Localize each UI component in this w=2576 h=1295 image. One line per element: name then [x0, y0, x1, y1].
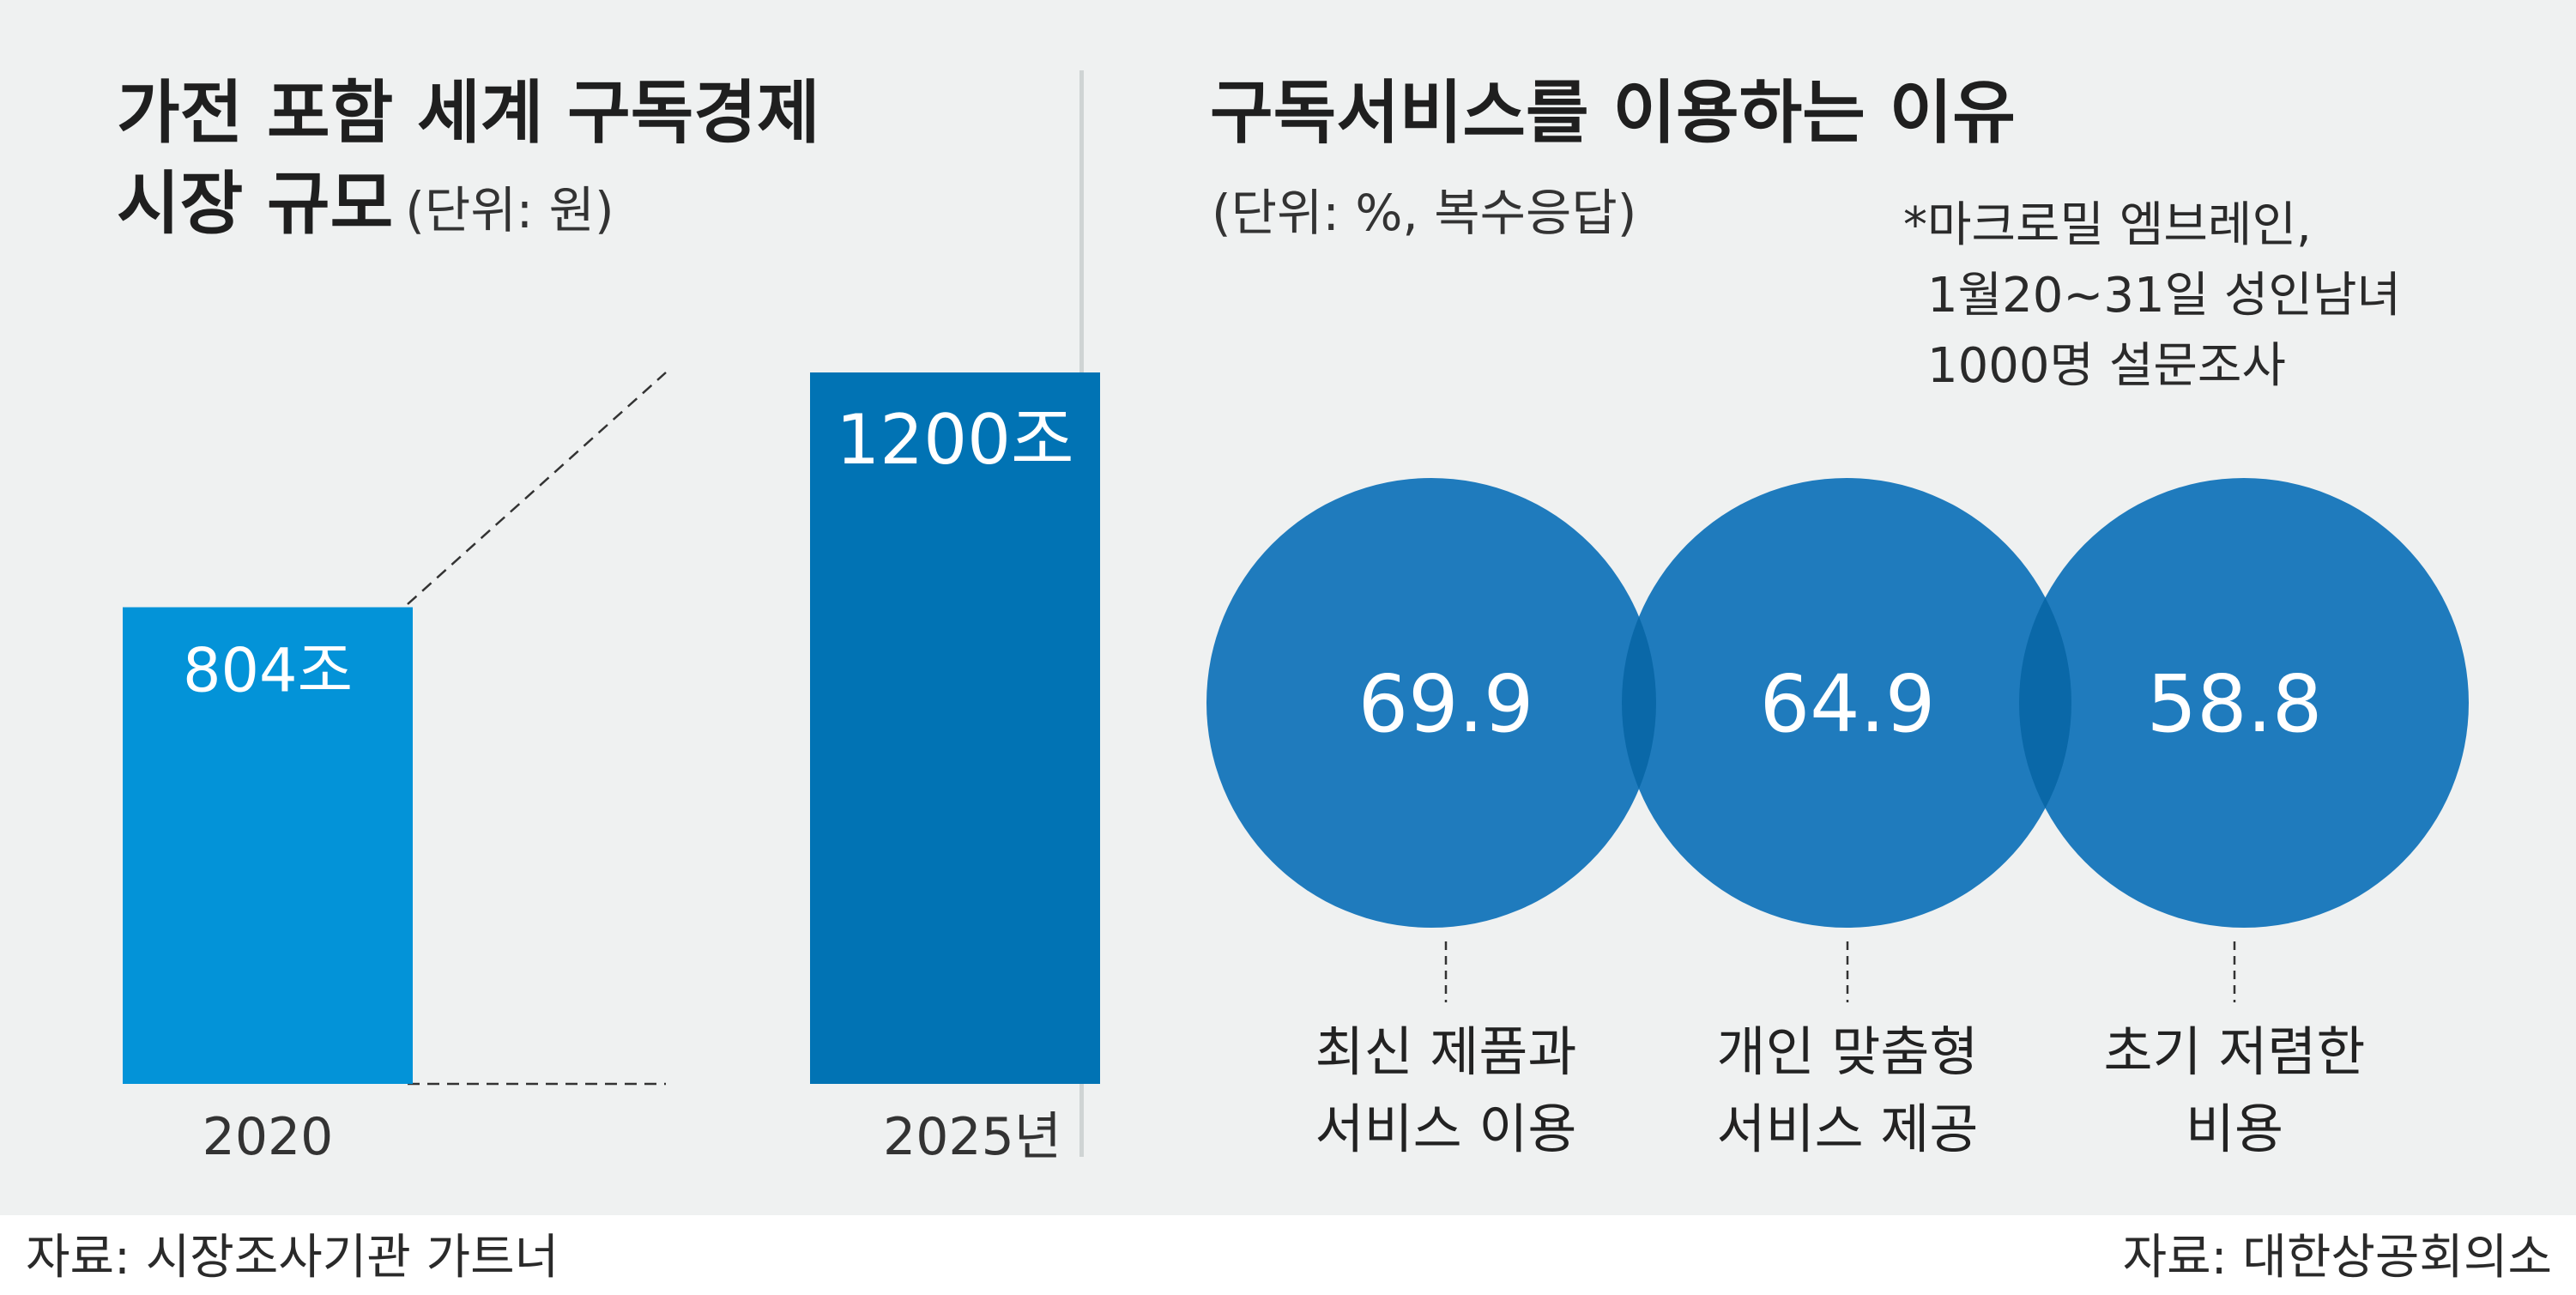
- bar-chart-title-line2-row: 시장 규모 (단위: 원): [117, 160, 614, 255]
- bubble-category-label: 최신 제품과: [1315, 1020, 1577, 1083]
- bar-connector-top: [407, 372, 667, 605]
- chart-svg: 804조 1200조 2020 2025년 69.9 64.9 58.8 최신 …: [123, 372, 2469, 1167]
- bubble-category-label: 서비스 제공: [1717, 1098, 1979, 1160]
- survey-note-line: *마크로밀 엠브레인,: [1903, 197, 2312, 253]
- bubble-chart: 69.9 64.9 58.8 최신 제품과 서비스 이용 개인 맞춤형 서비스 …: [1206, 478, 2469, 1160]
- bubble-chart-source: 자료: 대한상공회의소: [2122, 1230, 2552, 1286]
- bubble-category-label: 초기 저렴한: [2104, 1020, 2366, 1083]
- survey-note: *마크로밀 엠브레인, 1월20~31일 성인남녀 1000명 설문조사: [1903, 191, 2401, 402]
- bubble-value-label: 58.8: [2147, 658, 2323, 750]
- bubble-category-label: 서비스 이용: [1315, 1098, 1577, 1160]
- bar-value-label: 1200조: [836, 400, 1073, 480]
- bar-2025: [810, 372, 1100, 1084]
- survey-note-line: 1000명 설문조사: [1927, 338, 2286, 394]
- bubble-value-label: 69.9: [1358, 658, 1534, 750]
- bubble-value-label: 64.9: [1760, 658, 1936, 750]
- bar-chart-title-line1: 가전 포함 세계 구독경제: [117, 73, 820, 153]
- bubble-personalized-service: [1622, 478, 2071, 928]
- bubble-chart-title: 구독서비스를 이용하는 이유: [1210, 73, 2016, 153]
- bubble-latest-products: [1206, 478, 1656, 928]
- bar-chart-unit: (단위: 원): [405, 181, 614, 239]
- bubble-category-label: 개인 맞춤형: [1717, 1020, 1979, 1083]
- bar-category-label: 2020: [203, 1107, 334, 1167]
- bubble-low-initial-cost: [2019, 478, 2469, 928]
- bar-chart-source: 자료: 시장조사기관 가트너: [26, 1230, 559, 1286]
- bar-chart: 804조 1200조 2020 2025년: [123, 372, 1100, 1167]
- bar-2020: [123, 607, 413, 1084]
- survey-note-line: 1월20~31일 성인남녀: [1927, 268, 2401, 324]
- bubble-category-label: 비용: [2186, 1098, 2283, 1160]
- bar-chart-title-line2: 시장 규모: [117, 164, 394, 244]
- bar-category-label: 2025년: [883, 1107, 1061, 1167]
- bubble-chart-unit: (단위: %, 복수응답): [1212, 184, 1637, 242]
- bar-value-label: 804조: [183, 636, 353, 706]
